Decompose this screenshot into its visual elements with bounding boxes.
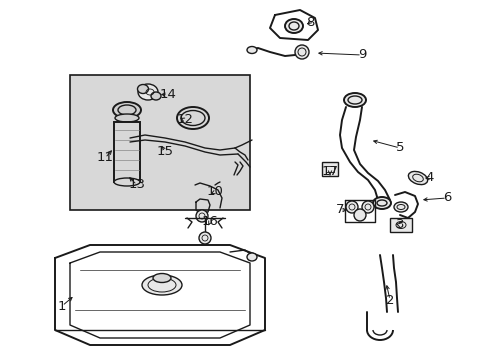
Ellipse shape [115,114,139,122]
Ellipse shape [343,93,365,107]
Ellipse shape [114,178,140,186]
Ellipse shape [407,171,427,185]
Ellipse shape [246,253,257,261]
Ellipse shape [285,19,303,33]
Bar [321,162,337,176]
Circle shape [361,201,373,213]
Text: 1: 1 [58,300,66,312]
Text: 8: 8 [305,15,314,28]
Circle shape [199,232,210,244]
Text: 13: 13 [128,179,145,192]
Text: 3: 3 [395,219,404,231]
Ellipse shape [138,84,158,100]
Text: 7: 7 [335,203,344,216]
Ellipse shape [153,274,171,283]
Ellipse shape [142,275,182,295]
Text: 10: 10 [206,185,223,198]
Text: 6: 6 [442,192,450,204]
Ellipse shape [372,197,390,209]
Text: 2: 2 [385,293,393,306]
Text: 11: 11 [96,152,113,165]
Bar [389,218,411,232]
Text: 16: 16 [201,216,218,229]
Circle shape [294,45,308,59]
Bar [114,122,140,182]
Circle shape [196,210,207,222]
Text: 5: 5 [395,141,404,154]
Bar [325,166,333,172]
Ellipse shape [151,92,161,100]
Circle shape [346,201,357,213]
Text: 4: 4 [425,171,433,184]
Circle shape [353,209,365,221]
Text: 12: 12 [176,113,193,126]
Text: 17: 17 [321,166,338,179]
Ellipse shape [137,85,148,94]
Text: 15: 15 [156,145,173,158]
Ellipse shape [393,202,407,212]
Text: 9: 9 [357,49,366,62]
Ellipse shape [246,46,257,54]
Bar [70,75,249,210]
Ellipse shape [113,102,141,118]
Text: 14: 14 [159,89,176,102]
